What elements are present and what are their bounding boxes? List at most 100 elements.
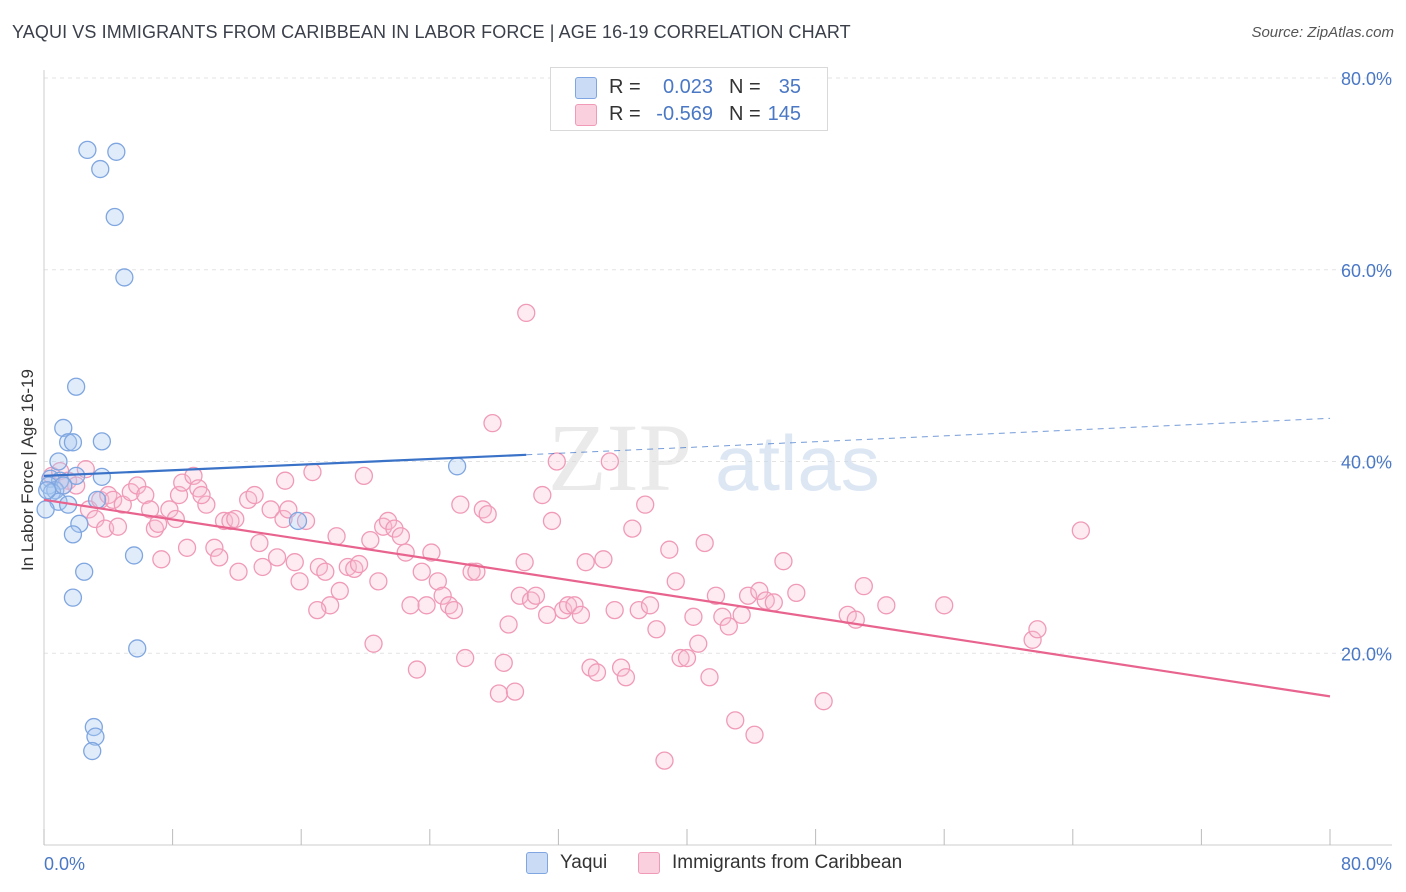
chart-title: YAQUI VS IMMIGRANTS FROM CARIBBEAN IN LA… — [12, 22, 851, 42]
grid-lines — [44, 77, 1392, 654]
caribbean-point — [275, 471, 295, 490]
tick-labels: 20.0% 40.0% 60.0% 80.0% 0.0% 80.0% — [44, 69, 1392, 874]
caribbean-point — [719, 617, 738, 636]
caribbean-point — [250, 533, 269, 553]
caribbean-point — [136, 485, 155, 505]
caribbean-point — [316, 562, 335, 581]
caribbean-point — [706, 586, 726, 605]
caribbean-point — [854, 576, 873, 596]
yaqui-point — [86, 727, 105, 746]
caribbean-point — [177, 538, 197, 557]
yaqui-point — [67, 377, 86, 396]
caribbean-point — [499, 615, 518, 634]
caribbean-point — [666, 572, 685, 591]
caribbean-point — [877, 596, 896, 615]
legend-label-yaqui: Yaqui — [560, 852, 608, 873]
caribbean-point — [738, 586, 758, 605]
caribbean-point — [456, 648, 475, 668]
caribbean-point — [483, 413, 502, 433]
caribbean-point — [173, 473, 192, 492]
caribbean-point — [140, 500, 160, 519]
trend-lines — [43, 417, 1331, 698]
correlation-legend: R = 0.023 N = 35 R = -0.569 N = 145 — [550, 67, 828, 131]
caribbean-point — [647, 620, 666, 639]
axes — [43, 70, 1392, 846]
legend-swatch-yaqui — [575, 77, 597, 99]
caribbean-point — [565, 596, 584, 615]
y-tick-label: 60.0% — [1341, 261, 1392, 281]
yaqui-point — [288, 511, 308, 531]
caribbean-point — [374, 517, 393, 536]
caribbean-point — [364, 634, 383, 653]
yaqui-point — [124, 546, 144, 565]
caribbean-point — [510, 586, 529, 605]
yaqui-point — [49, 452, 68, 471]
caribbean-point — [726, 711, 745, 730]
yaqui-point — [75, 562, 94, 581]
caribbean-point — [745, 725, 764, 744]
caribbean-point — [349, 554, 369, 574]
yaqui-point — [91, 159, 110, 179]
legend-n-label: N = — [729, 102, 761, 125]
caribbean-point — [547, 452, 566, 471]
x-tick-label: 0.0% — [44, 854, 85, 874]
yaqui-point — [115, 268, 134, 287]
caribbean-point — [616, 668, 636, 687]
caribbean-point — [361, 530, 380, 550]
y-tick-label: 40.0% — [1341, 453, 1392, 473]
yaqui-point — [63, 588, 83, 607]
legend-r-value: -0.569 — [656, 102, 713, 125]
caribbean-point — [600, 452, 619, 471]
caribbean-point — [407, 660, 427, 679]
legend-row-caribbean: R = -0.569 N = 145 — [551, 101, 827, 127]
caribbean-point — [229, 562, 248, 581]
caribbean-point — [558, 596, 578, 615]
caribbean-point — [428, 572, 447, 591]
caribbean-point — [444, 600, 464, 620]
caribbean-point — [308, 600, 327, 620]
caribbean-point — [489, 684, 509, 703]
yaqui-points — [36, 140, 467, 761]
caribbean-point — [462, 562, 481, 581]
legend-row-yaqui: R = 0.023 N = 35 — [551, 74, 827, 100]
caribbean-point — [152, 550, 171, 569]
caribbean-point — [700, 668, 719, 687]
caribbean-point — [787, 583, 806, 602]
caribbean-point — [261, 500, 280, 519]
yaqui-point — [54, 476, 73, 495]
caribbean-point — [636, 495, 655, 514]
legend-label-caribbean: Immigrants from Caribbean — [672, 852, 903, 873]
caribbean-point — [542, 511, 562, 531]
caribbean-trend-line — [43, 498, 1331, 698]
caribbean-point — [689, 634, 708, 653]
yaqui-point — [92, 432, 112, 451]
legend-swatch-caribbean — [575, 104, 597, 126]
legend-item-caribbean: Immigrants from Caribbean — [638, 852, 902, 874]
caribbean-point — [451, 495, 470, 514]
caribbean-point — [494, 653, 513, 672]
caribbean-point — [192, 485, 211, 505]
caribbean-point — [576, 553, 595, 572]
caribbean-point — [611, 658, 631, 677]
caribbean-point — [103, 490, 123, 510]
caribbean-point — [303, 462, 322, 482]
yaqui-point — [63, 433, 83, 452]
caribbean-point — [226, 509, 245, 529]
caribbean-point — [108, 517, 128, 536]
caribbean-point — [417, 596, 436, 615]
caribbean-point — [677, 648, 697, 668]
yaqui-point — [58, 433, 78, 452]
yaqui-point — [54, 418, 73, 438]
y-tick-label: 20.0% — [1341, 644, 1392, 664]
caribbean-point — [214, 511, 234, 531]
caribbean-point — [1028, 620, 1047, 639]
caribbean-point — [684, 607, 703, 626]
yaqui-point — [36, 500, 55, 519]
legend-r-label: R = — [609, 75, 641, 98]
caribbean-point — [814, 692, 833, 711]
caribbean-point — [764, 593, 783, 612]
caribbean-point — [274, 509, 293, 529]
caribbean-point — [354, 466, 374, 486]
caribbean-point — [478, 505, 497, 524]
